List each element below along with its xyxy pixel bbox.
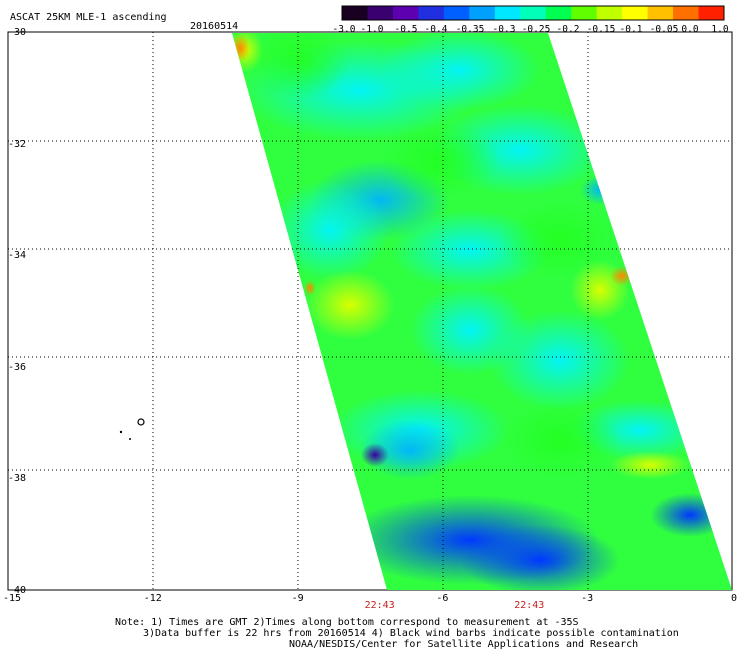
longitude-label: -3 [581, 593, 594, 604]
colorbar [341, 5, 725, 21]
colorbar-label: -0.15 [586, 24, 616, 35]
colorbar-swatch [469, 6, 496, 20]
time-label: 22:43 [514, 600, 545, 611]
colorbar-label: 0.0 [681, 24, 699, 35]
colorbar-label: -0.1 [619, 24, 643, 35]
colorbar-swatch [494, 6, 521, 20]
longitude-label: -15 [2, 593, 22, 604]
footer-note-1: Note: 1) Times are GMT 2)Times along bot… [115, 617, 579, 628]
colorbar-label: -0.5 [394, 24, 418, 35]
time-label: 22:43 [364, 600, 395, 611]
longitude-label: -9 [291, 593, 304, 604]
colorbar-label: -0.25 [521, 24, 551, 35]
latitude-label: -34 [8, 250, 27, 262]
colorbar-label: -0.2 [556, 24, 580, 35]
colorbar-swatch [392, 6, 419, 20]
graticule [8, 32, 732, 590]
colorbar-swatch [520, 6, 547, 20]
colorbar-swatch [342, 6, 368, 20]
colorbar-label: -0.4 [424, 24, 448, 35]
product-date: 20160514 [190, 21, 239, 32]
footer-credit: NOAA/NESDIS/Center for Satellite Applica… [289, 639, 639, 650]
colorbar-label: -0.3 [492, 24, 516, 35]
colorbar-swatch [647, 6, 674, 20]
latitude-label: -38 [8, 473, 27, 485]
colorbar-swatch [443, 6, 470, 20]
colorbar-swatch [367, 6, 394, 20]
colorbar-swatch [545, 6, 572, 20]
colorbar-label: -0.05 [649, 24, 679, 35]
colorbar-label: -1.0 [360, 24, 384, 35]
longitude-label: -6 [436, 593, 449, 604]
colorbar-swatch [622, 6, 649, 20]
colorbar-swatch [418, 6, 445, 20]
island-marks [119, 418, 145, 440]
longitude-label: -12 [143, 593, 162, 604]
product-title: ASCAT 25KM MLE-1 ascending [10, 12, 167, 23]
colorbar-swatch [673, 6, 700, 20]
latitude-label: -36 [8, 361, 27, 373]
plot-frame [7, 31, 733, 591]
colorbar-swatch [596, 6, 623, 20]
colorbar-swatch [571, 6, 598, 20]
colorbar-label: 1.0 [711, 24, 729, 35]
colorbar-label: -3.0 [332, 24, 356, 35]
latitude-label: -30 [8, 27, 27, 38]
longitude-label: 0 [730, 593, 738, 604]
swath-data [232, 33, 732, 590]
latitude-label: -40 [8, 585, 27, 596]
latitude-label: -32 [8, 138, 27, 150]
colorbar-frame [341, 5, 725, 21]
footer-note-2: 3)Data buffer is 22 hrs from 20160514 4)… [143, 628, 679, 639]
colorbar-label: -0.35 [455, 24, 485, 35]
colorbar-swatch [698, 6, 725, 20]
